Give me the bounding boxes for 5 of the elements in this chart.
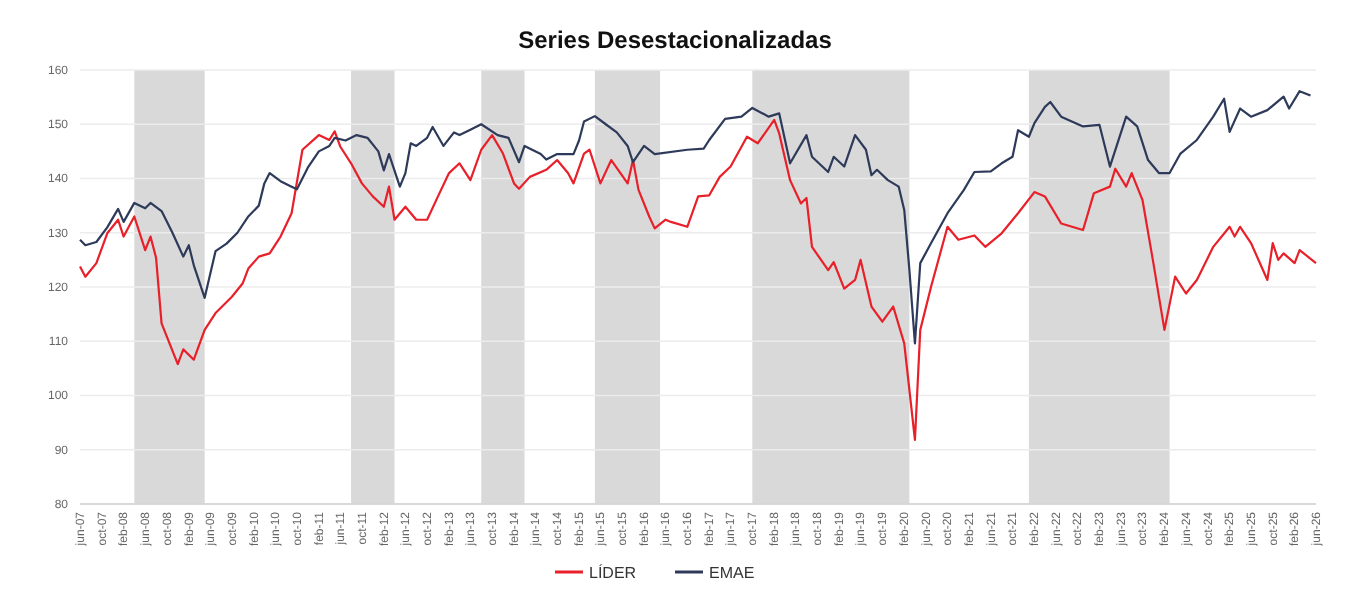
legend-label: EMAE: [709, 563, 755, 582]
line-series: [78, 90, 1312, 345]
line-series: [78, 118, 1318, 442]
chart-title: Series Desestacionalizadas: [518, 26, 833, 54]
legend-label: LÍDER: [589, 563, 637, 582]
